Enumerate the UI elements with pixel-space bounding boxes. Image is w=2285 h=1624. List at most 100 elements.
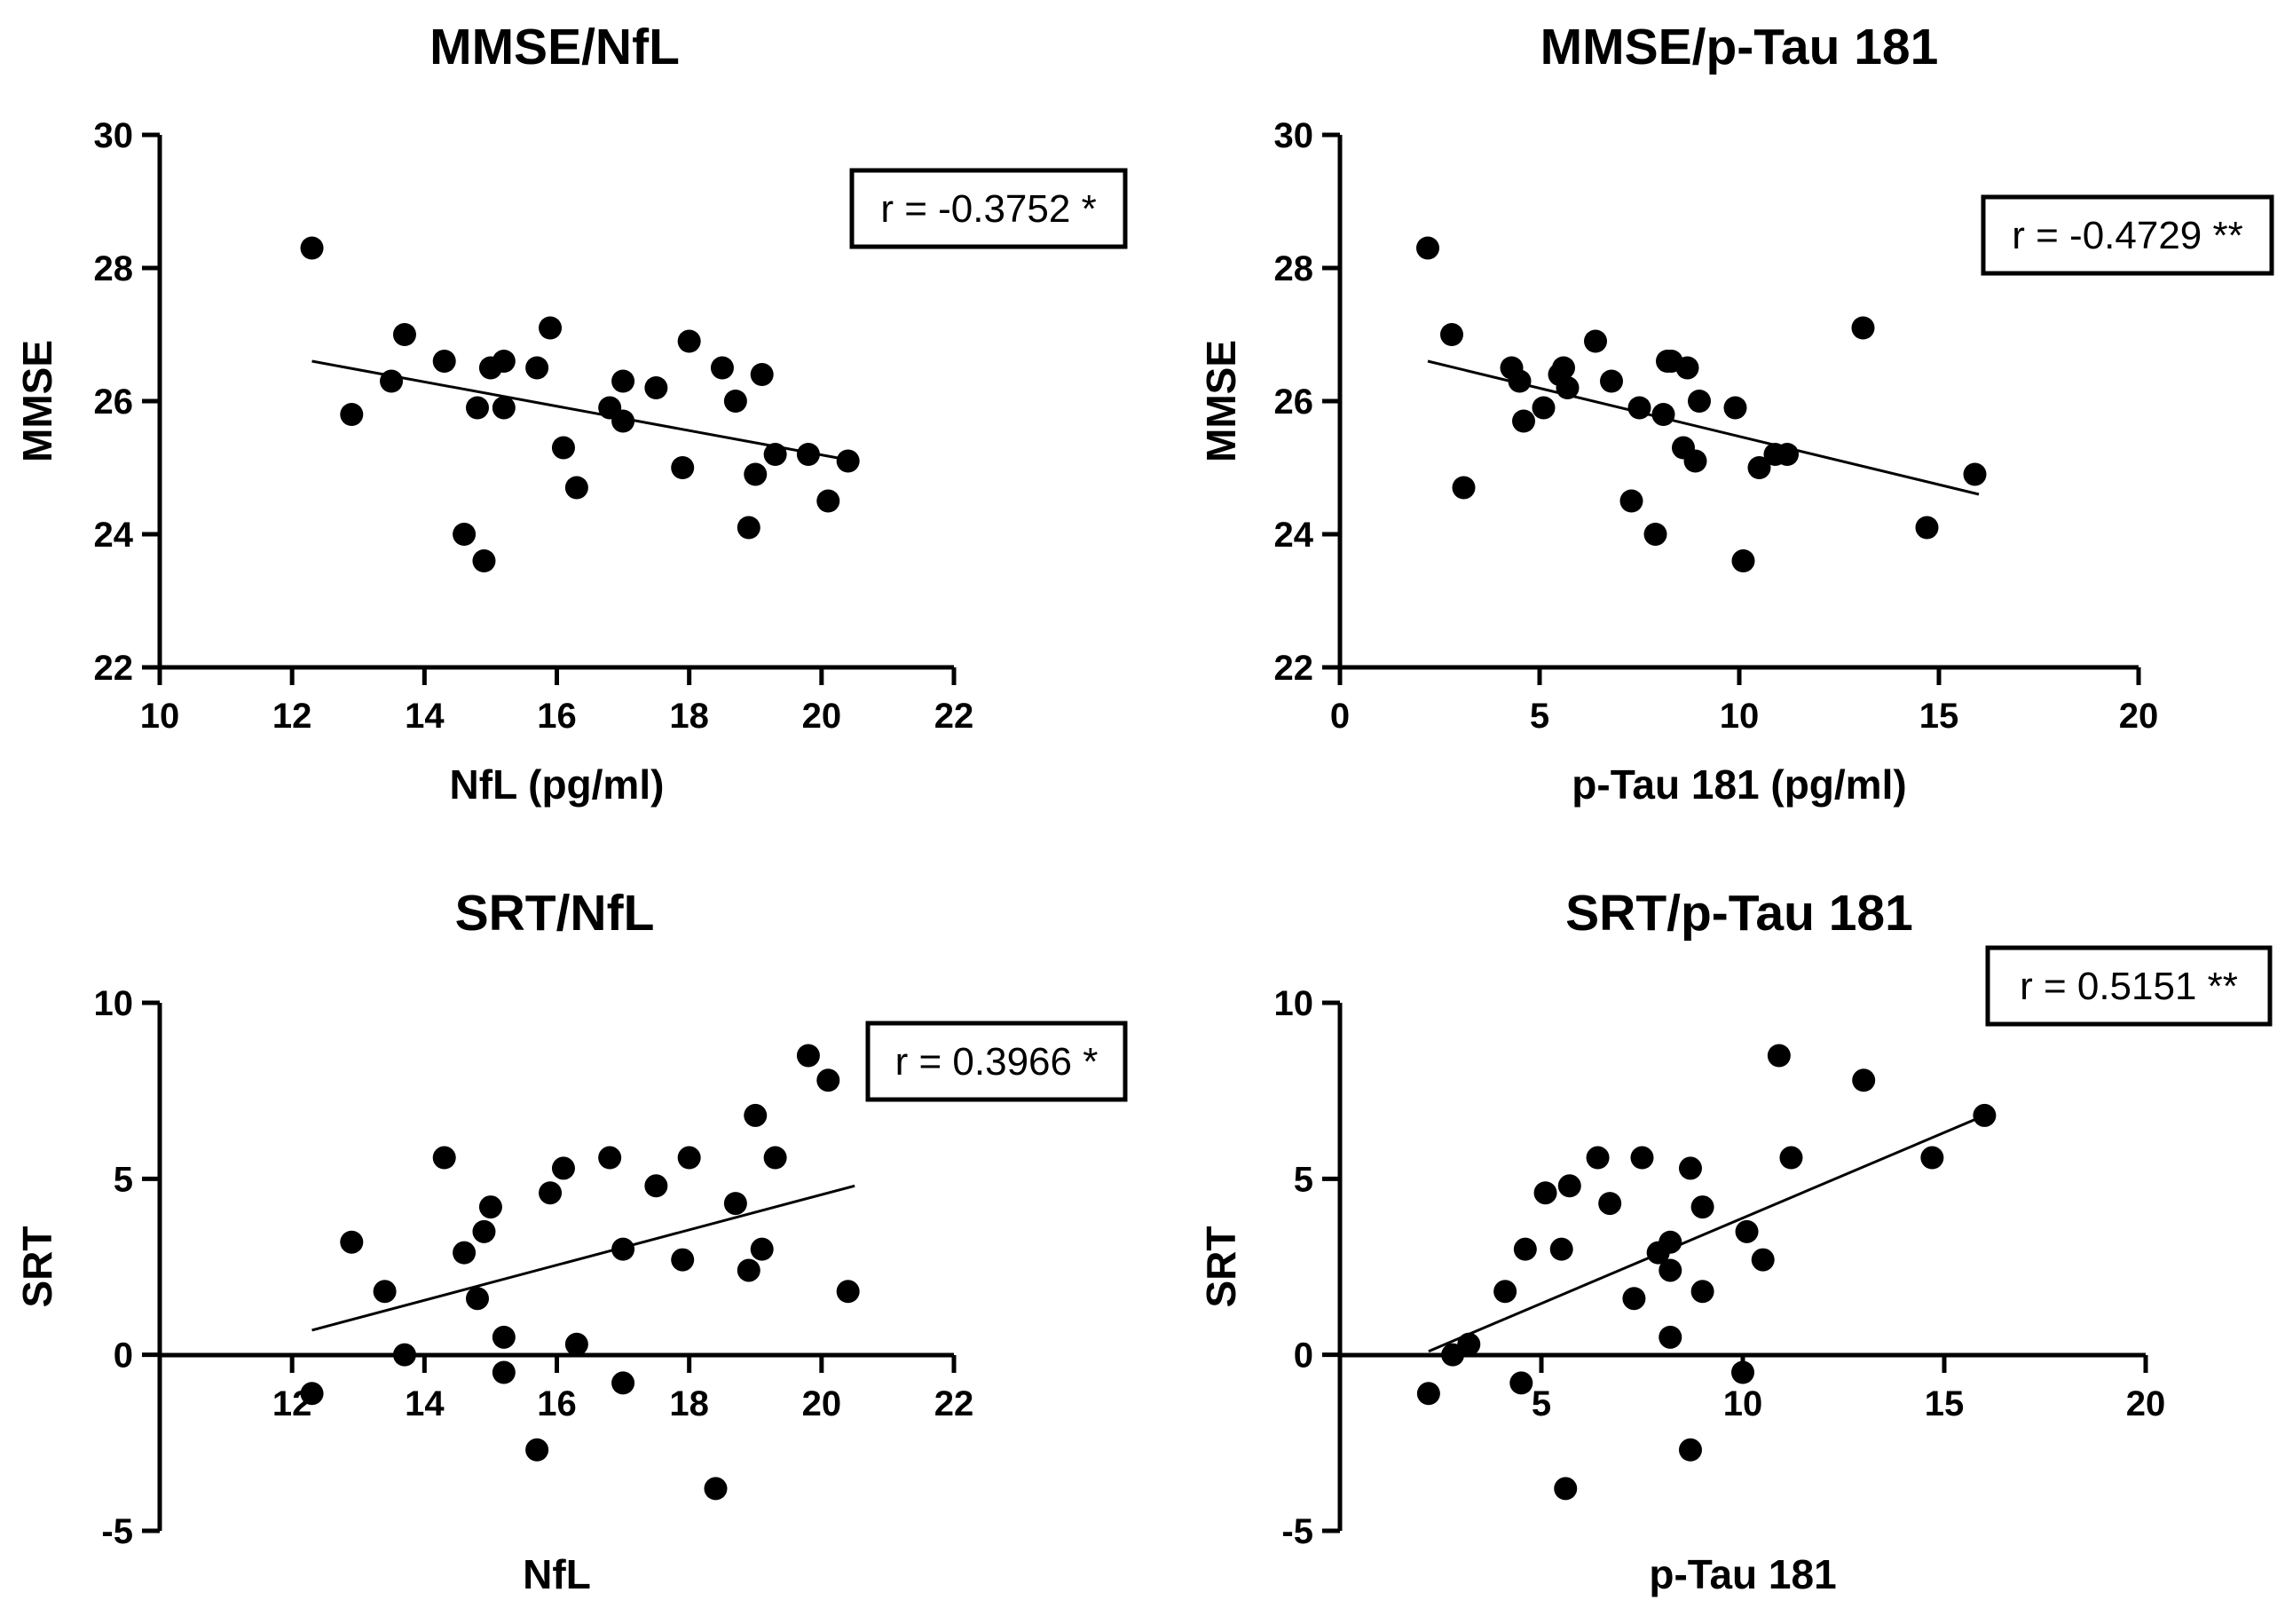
data-point — [644, 376, 668, 399]
y-tick-label: 28 — [94, 249, 134, 288]
x-tick-label: 10 — [140, 697, 180, 736]
y-axis-label: MMSE — [14, 340, 60, 462]
data-point — [1549, 1237, 1573, 1261]
panel-title: MMSE/NfL — [429, 19, 680, 75]
data-point — [1513, 1237, 1537, 1261]
data-point — [750, 1237, 774, 1261]
data-point — [478, 1195, 502, 1219]
data-point — [644, 1174, 668, 1198]
x-tick-label: 20 — [2126, 1384, 2166, 1423]
data-point — [472, 1219, 496, 1243]
data-point — [796, 1044, 820, 1068]
y-tick-label: 22 — [94, 649, 134, 688]
data-point — [492, 396, 516, 420]
x-tick-label: 5 — [1532, 1384, 1551, 1423]
panel-srt-ptau: SRT/p-Tau 181 p-Tau 181 SRT -5 0 5 10 5 10 15 2… — [1198, 885, 2273, 1597]
data-point — [744, 1103, 768, 1127]
y-tick-label: 30 — [1274, 116, 1314, 155]
data-point — [380, 369, 404, 393]
y-axis-label: MMSE — [1198, 340, 1244, 462]
data-point — [564, 1332, 588, 1356]
data-point — [671, 456, 695, 479]
y-tick-label: 26 — [94, 382, 134, 422]
x-axis-label: NfL (pg/ml) — [450, 761, 665, 808]
data-point — [539, 316, 563, 340]
data-point — [1598, 1192, 1622, 1216]
panel-mmse-nfl: MMSE/NfL NfL (pg/ml) MMSE 22 24 26 28 30 10 12… — [14, 19, 1128, 808]
data-point — [392, 1343, 416, 1367]
data-point — [1619, 489, 1643, 513]
data-point — [836, 1280, 860, 1304]
y-tick-label: 24 — [1274, 516, 1314, 555]
data-point — [1659, 1230, 1682, 1254]
data-point — [1920, 1146, 1944, 1170]
y-tick-label: -5 — [101, 1512, 133, 1551]
x-tick-label: 18 — [669, 697, 709, 736]
data-point — [492, 350, 516, 373]
data-point — [1852, 1068, 1876, 1092]
data-point — [340, 1230, 364, 1254]
x-axis-label: p-Tau 181 — [1649, 1551, 1836, 1597]
data-point — [1416, 236, 1439, 260]
data-point — [1509, 1371, 1533, 1395]
x-tick-label: 0 — [1330, 697, 1350, 736]
data-point — [1735, 1219, 1759, 1243]
data-point — [1723, 396, 1747, 420]
x-tick-label: 16 — [537, 1384, 577, 1423]
correlation-annotation: r = -0.4729 ** — [2012, 214, 2243, 257]
data-point — [1915, 516, 1939, 540]
data-point — [392, 323, 416, 346]
x-tick-label: 20 — [802, 1384, 842, 1423]
data-point — [432, 1146, 456, 1170]
y-axis-label: SRT — [1198, 1226, 1244, 1308]
data-point — [492, 1325, 516, 1349]
data-point — [1452, 476, 1476, 500]
data-point — [1554, 1477, 1578, 1501]
data-point — [1731, 549, 1755, 572]
x-tick-label: 22 — [934, 697, 974, 736]
correlation-annotation: r = 0.5151 ** — [2020, 965, 2238, 1008]
x-tick-label: 10 — [1720, 697, 1760, 736]
data-point — [1508, 369, 1532, 393]
data-point — [1690, 1195, 1714, 1219]
data-point — [737, 1258, 760, 1282]
data-point — [1651, 403, 1675, 426]
data-point — [492, 1360, 516, 1384]
data-point — [1586, 1146, 1610, 1170]
y-tick-label: 10 — [1274, 984, 1314, 1023]
data-point — [300, 1382, 324, 1406]
x-tick-label: 14 — [405, 697, 445, 736]
data-point — [1457, 1332, 1481, 1356]
data-point — [744, 462, 768, 486]
data-point — [1747, 456, 1771, 479]
data-point — [1751, 1248, 1775, 1272]
data-point — [1690, 1280, 1714, 1304]
data-point — [472, 549, 496, 572]
data-point — [1643, 523, 1667, 546]
data-point — [300, 236, 324, 260]
data-point — [1533, 1181, 1557, 1205]
data-point — [1767, 1044, 1791, 1068]
data-point — [611, 409, 635, 433]
data-point — [611, 369, 635, 393]
data-point — [432, 350, 456, 373]
y-tick-label: 5 — [114, 1160, 133, 1199]
data-point — [1552, 356, 1575, 380]
y-tick-label: 22 — [1274, 649, 1314, 688]
y-tick-label: 26 — [1274, 382, 1314, 422]
x-tick-label: 16 — [537, 697, 577, 736]
x-tick-label: 14 — [405, 1384, 445, 1423]
data-point — [525, 1438, 549, 1462]
data-point — [466, 396, 489, 420]
data-point — [539, 1181, 563, 1205]
data-point — [611, 1371, 635, 1395]
data-point — [1584, 329, 1607, 353]
y-tick-label: 0 — [114, 1336, 133, 1376]
annotation-box — [865, 1021, 1128, 1102]
data-point — [1776, 443, 1799, 466]
data-point — [737, 516, 760, 540]
x-tick-label: 15 — [1919, 697, 1959, 736]
panel-title: MMSE/p-Tau 181 — [1540, 19, 1939, 75]
data-point — [1683, 449, 1707, 473]
